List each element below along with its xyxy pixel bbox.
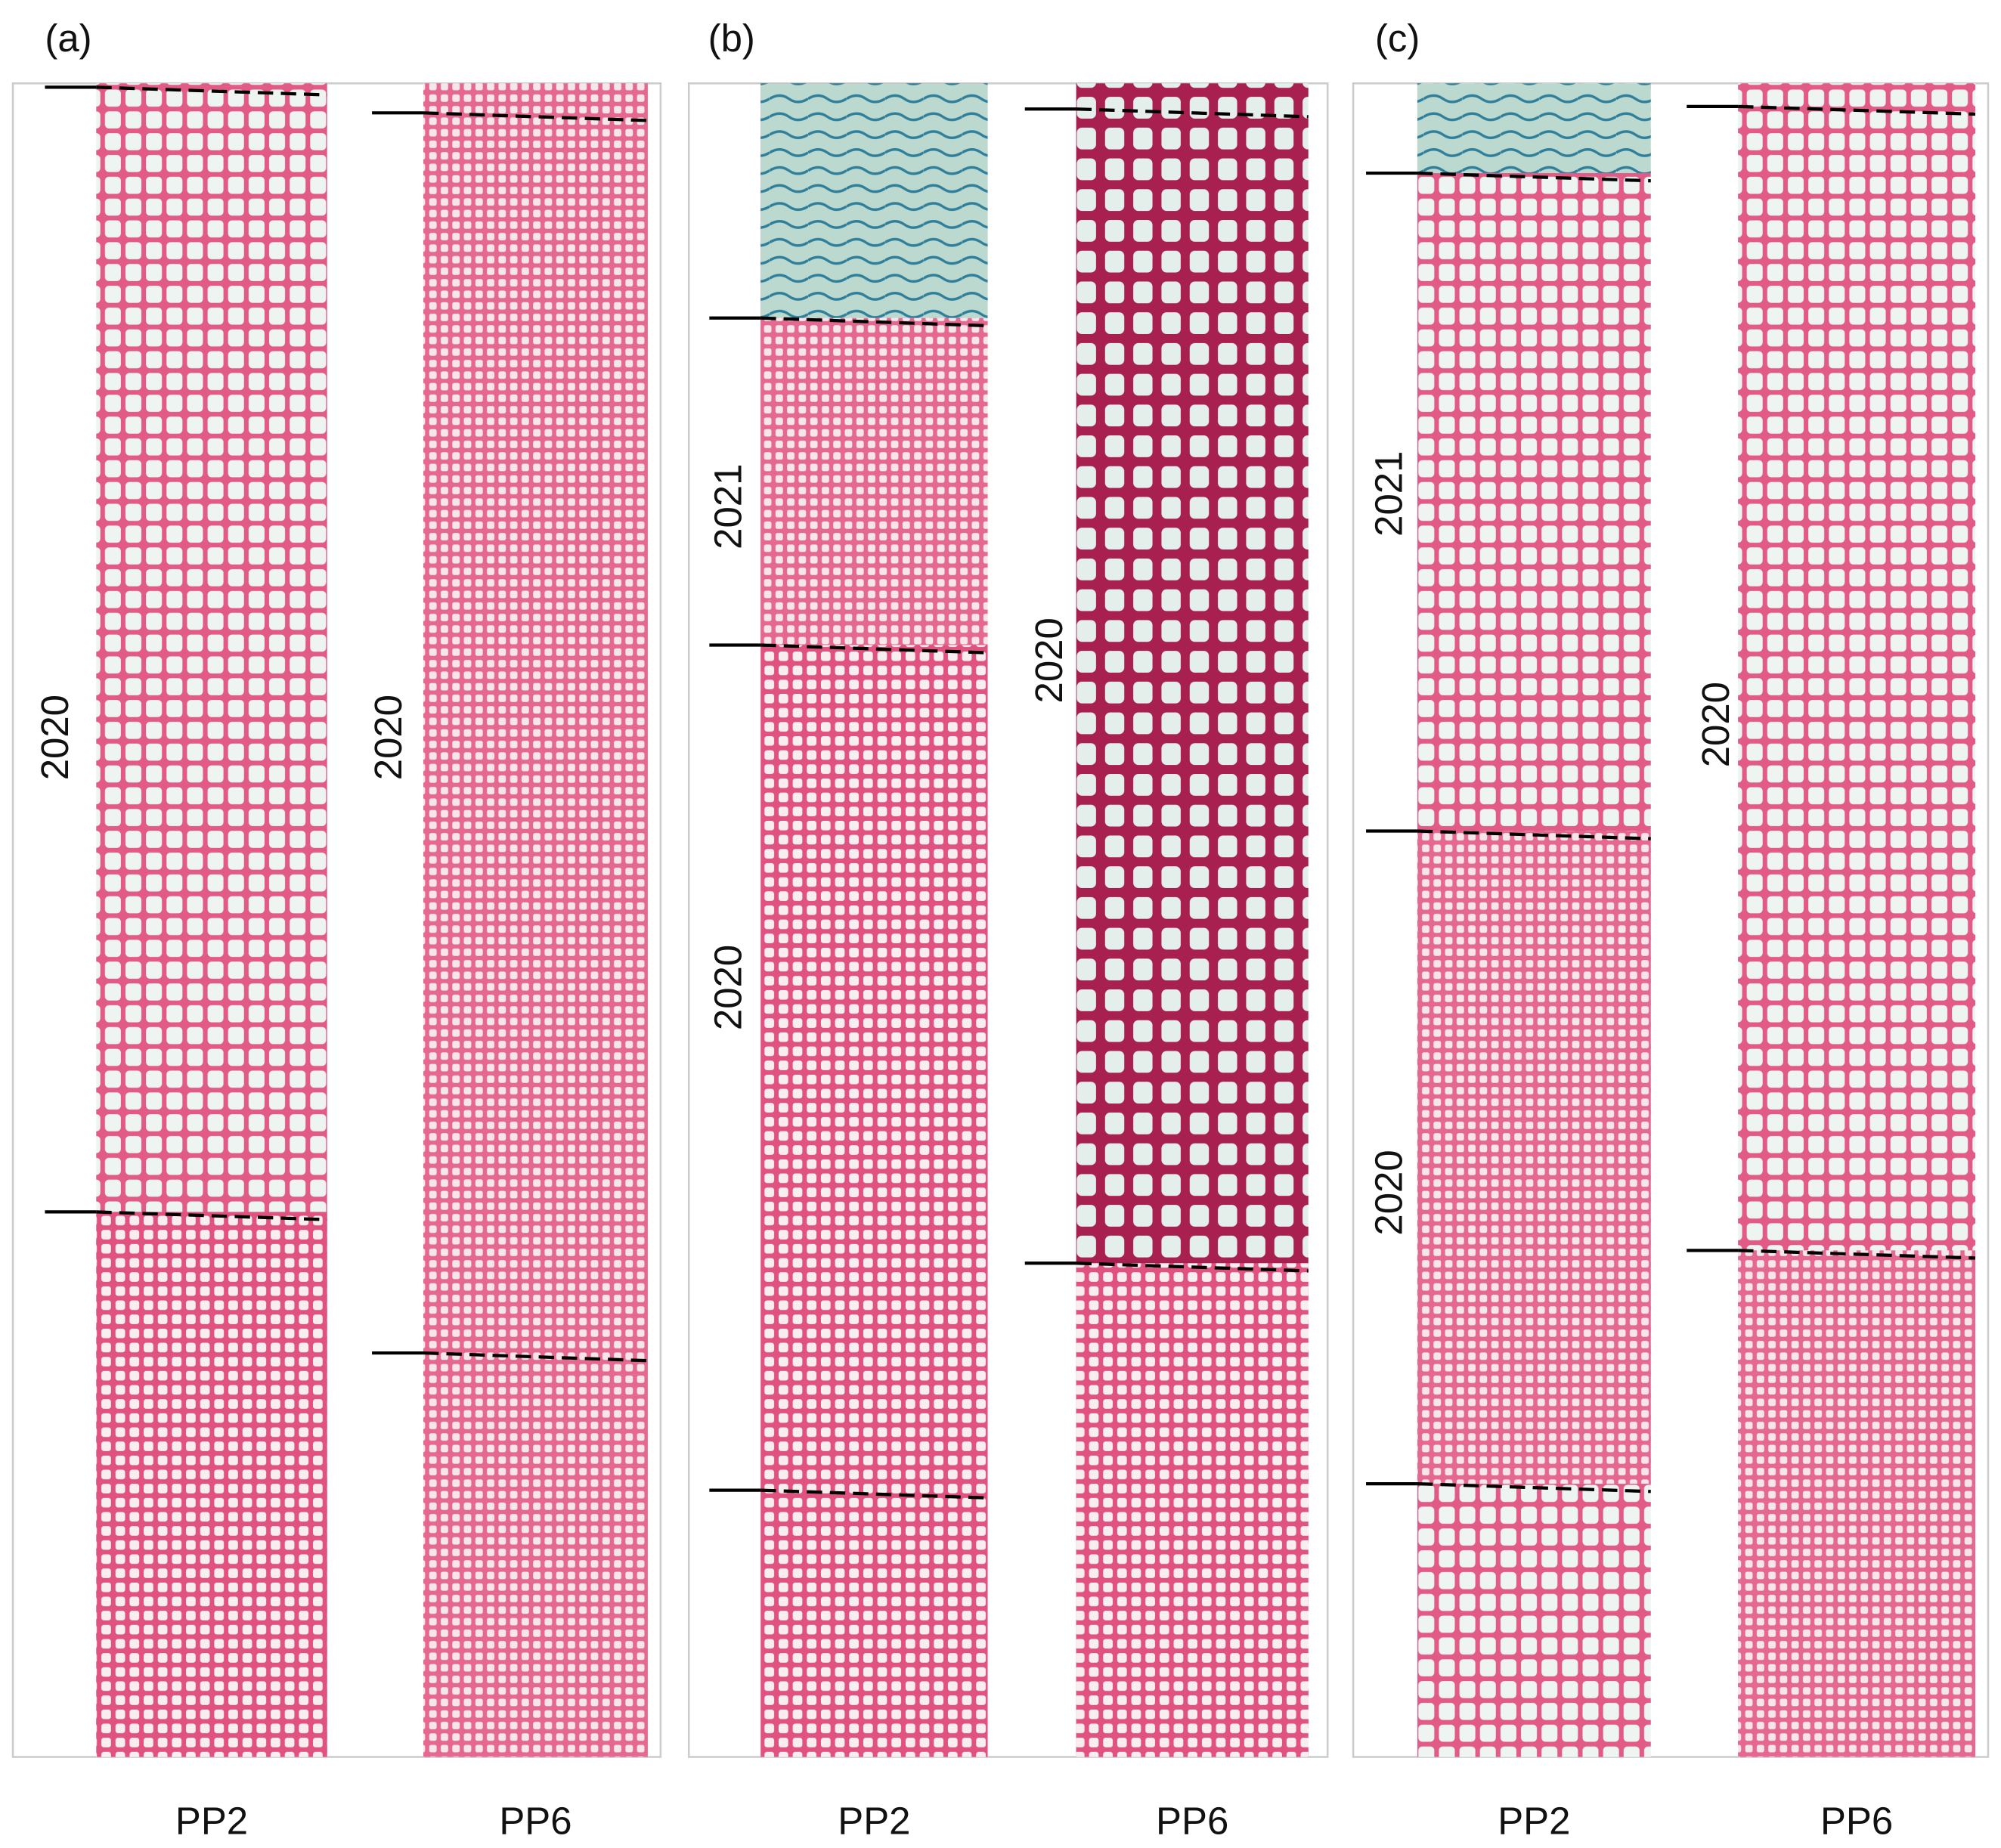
column-label: PP6 [499,1799,571,1842]
year-label: 2020 [1367,1150,1410,1235]
panel-frame [1352,82,1990,1758]
column-label: PP6 [1156,1799,1228,1842]
micrograph [423,83,648,1757]
ring-boundary-dashed [1076,1261,1309,1273]
ring-boundary-dashed [760,643,988,655]
panel-frame [11,82,662,1758]
ring-boundary-dashed [1417,171,1651,183]
micrograph-zone [760,83,988,318]
panel-label: (c) [1375,17,1420,60]
ring-boundary-dashed [423,1351,648,1363]
column-label: PP2 [838,1799,910,1842]
ring-boundary-dashed [96,85,327,97]
year-label: 2020 [1694,682,1737,767]
ring-boundary-dashed [1738,1249,1976,1260]
ring-boundary-dashed [1076,107,1309,119]
panel-frame [687,82,1329,1758]
ring-boundary-dashed [760,316,988,328]
column-label: PP2 [1498,1799,1570,1842]
column-label: PP6 [1820,1799,1893,1842]
year-label: 2020 [33,695,76,780]
micrograph-zone [1417,83,1651,174]
micrograph-zone [1738,1250,1976,1757]
ring-boundary-dashed [1417,829,1651,840]
ring-boundary-dashed [96,1210,327,1221]
panel-label: (a) [45,17,91,60]
ring-boundary-dashed [423,111,648,122]
micrograph-zone [1076,1263,1309,1757]
ring-boundary-dashed [1417,1482,1651,1494]
year-label: 2021 [707,464,750,549]
year-label: 2021 [1367,451,1410,537]
micrograph-zone [96,1212,327,1757]
panels: (a) 2020 PP2 2020 PP6 (b) 2021 2020 PP2 2020 PP6 (c… [11,17,1990,1842]
ring-boundary-dashed [1738,104,1976,116]
year-label: 2020 [1027,618,1070,703]
micrograph-zone [760,317,988,645]
micrograph-zone [1417,831,1651,1484]
year-label: 2020 [707,945,750,1030]
column-label: PP2 [175,1799,248,1842]
ring-boundary-dashed [760,1488,988,1500]
panel-label: (b) [708,17,755,60]
year-label: 2020 [367,695,410,780]
